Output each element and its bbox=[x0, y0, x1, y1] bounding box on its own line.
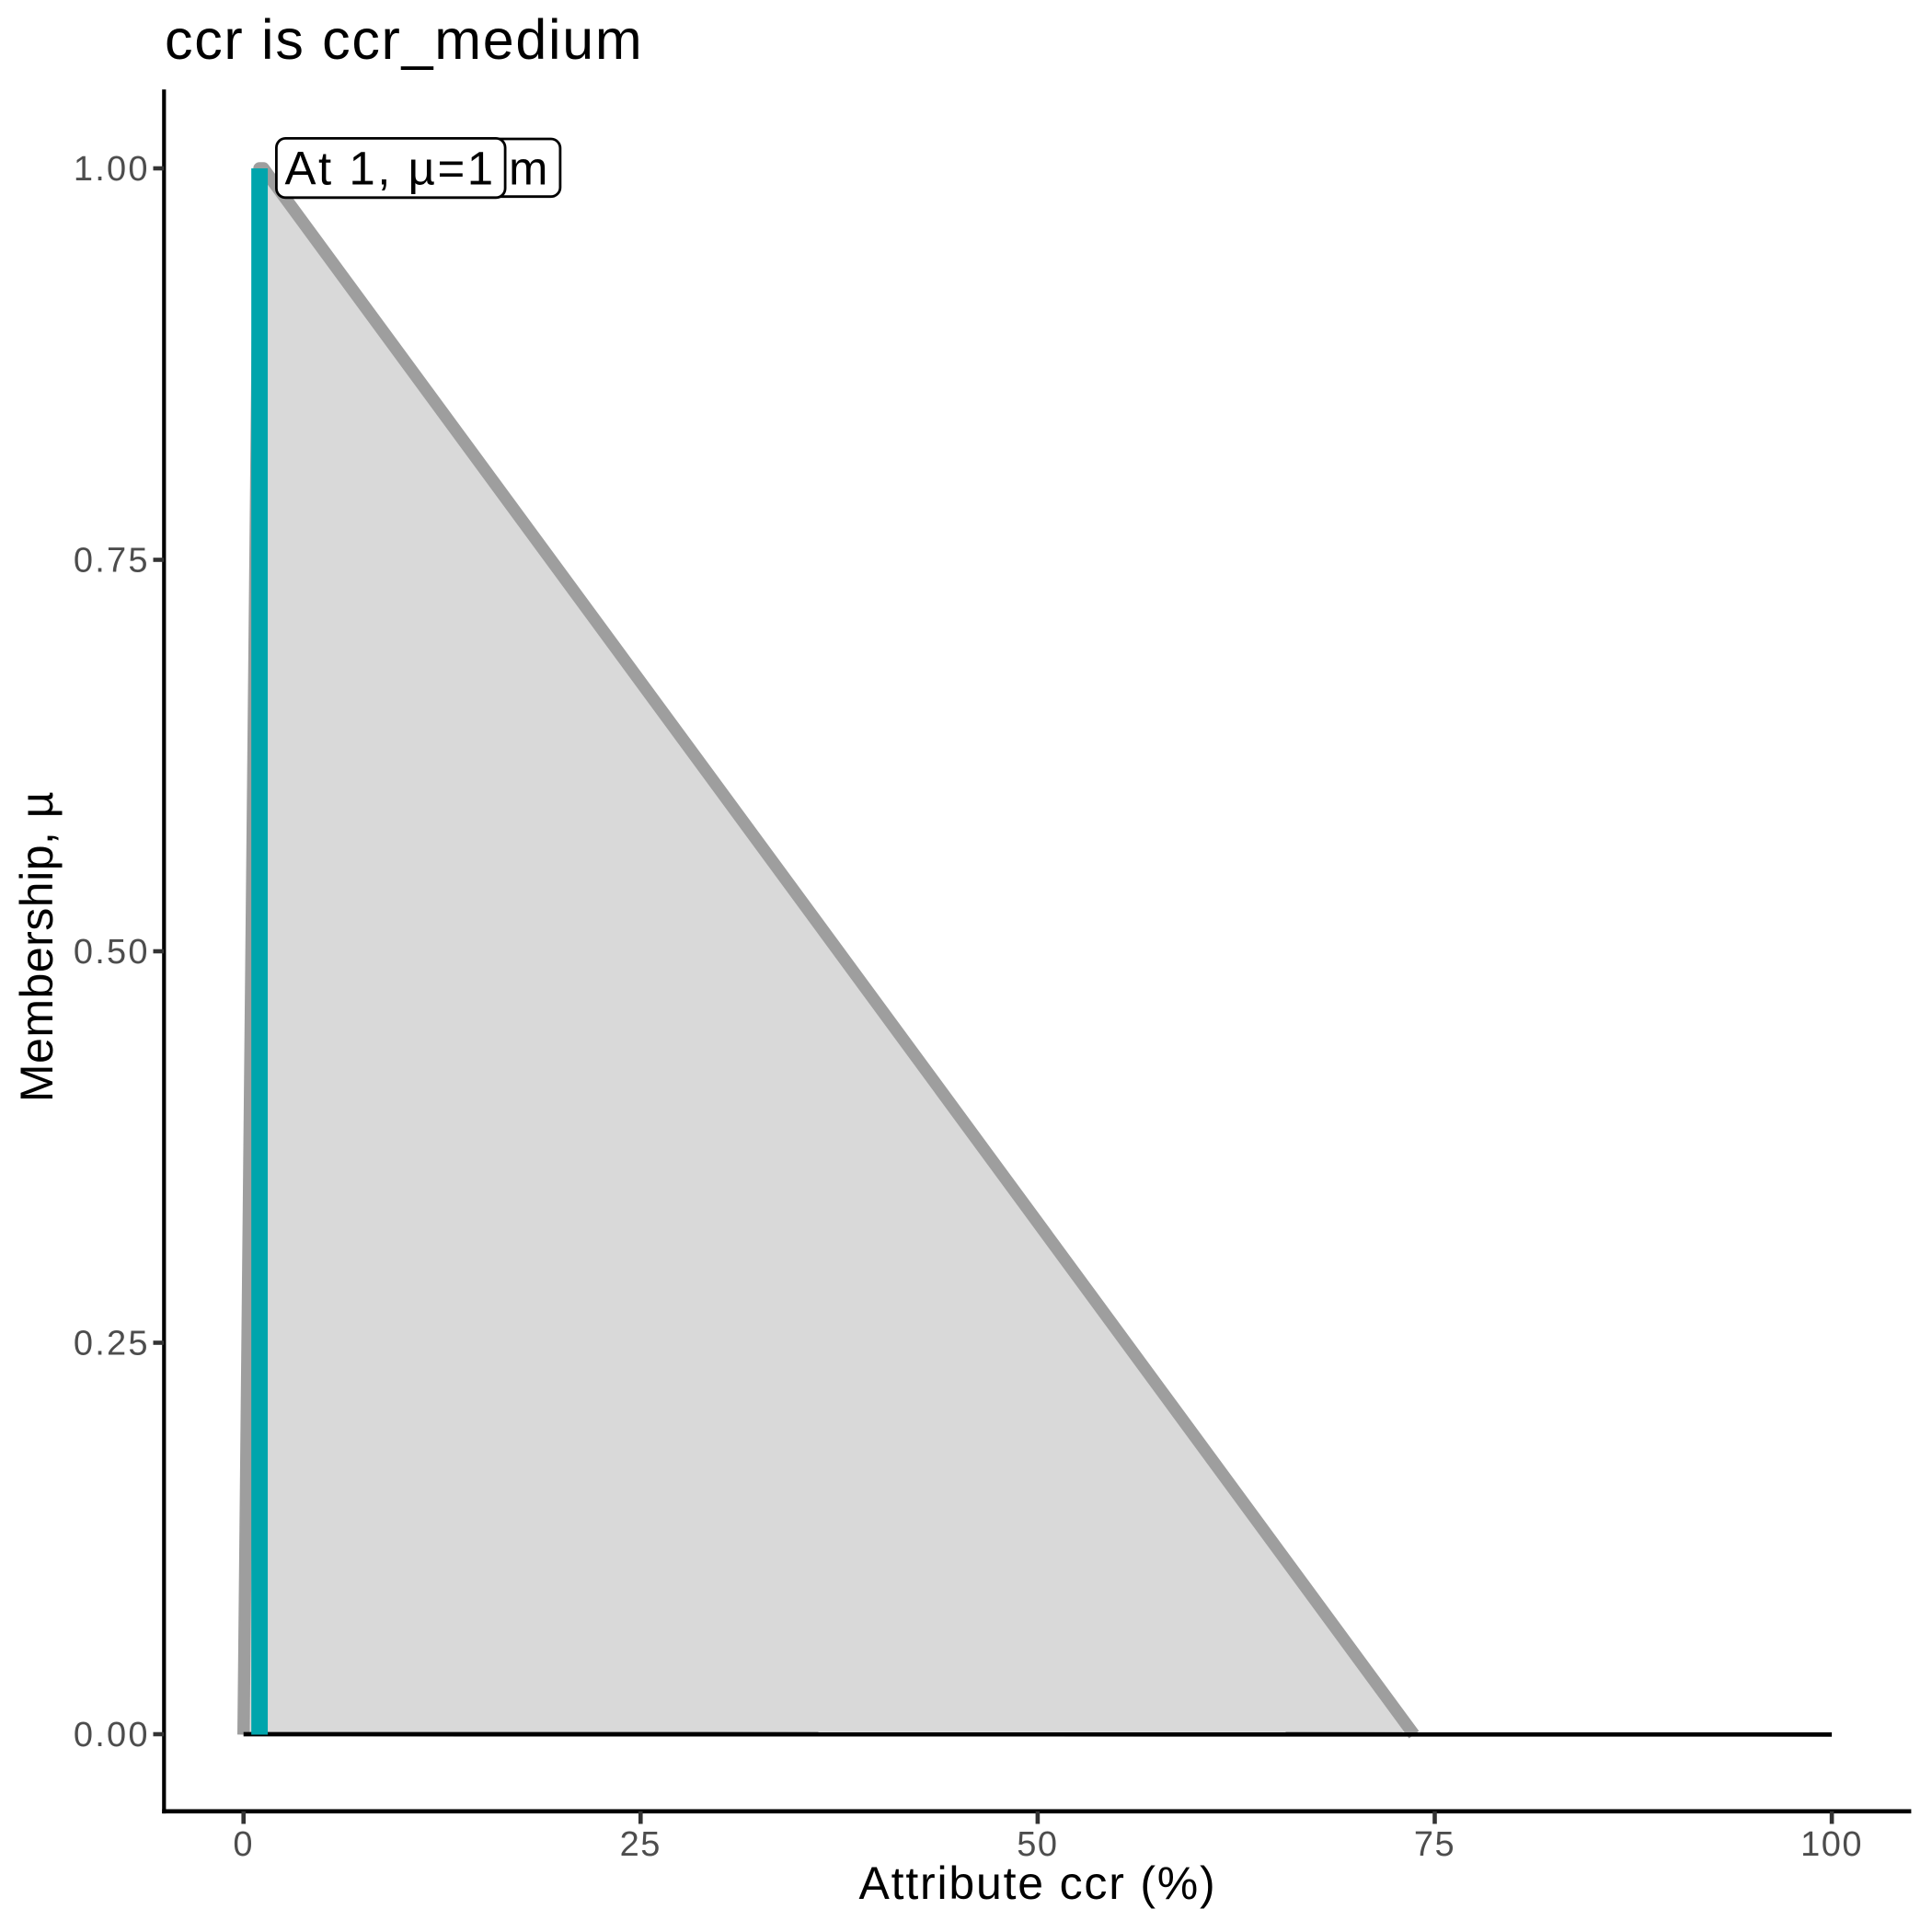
svg-text:0.00: 0.00 bbox=[74, 1716, 150, 1754]
svg-text:Attribute ccr (%): Attribute ccr (%) bbox=[859, 1857, 1217, 1909]
svg-text:0: 0 bbox=[233, 1825, 254, 1864]
svg-text:0.75: 0.75 bbox=[74, 542, 150, 581]
svg-text:25: 25 bbox=[620, 1825, 661, 1864]
svg-text:At 1, µ=1: At 1, µ=1 bbox=[285, 142, 496, 194]
svg-text:0.25: 0.25 bbox=[74, 1325, 150, 1363]
svg-text:Membership, µ: Membership, µ bbox=[11, 791, 63, 1102]
svg-text:m: m bbox=[509, 143, 550, 195]
svg-text:75: 75 bbox=[1414, 1825, 1455, 1864]
svg-text:1.00: 1.00 bbox=[74, 150, 150, 189]
svg-text:50: 50 bbox=[1017, 1825, 1058, 1864]
svg-text:ccr is ccr_medium: ccr is ccr_medium bbox=[165, 8, 643, 71]
svg-text:100: 100 bbox=[1800, 1825, 1863, 1864]
svg-text:0.50: 0.50 bbox=[74, 933, 150, 972]
